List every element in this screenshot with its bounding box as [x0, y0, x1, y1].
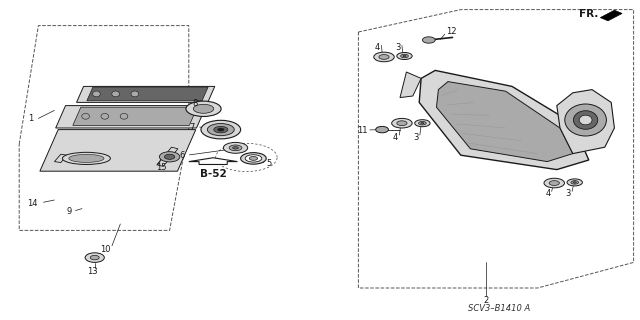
Ellipse shape: [233, 147, 238, 149]
Circle shape: [159, 152, 180, 162]
Circle shape: [85, 253, 104, 262]
Polygon shape: [87, 87, 208, 101]
Ellipse shape: [579, 115, 592, 125]
Text: 3: 3: [566, 189, 571, 198]
Circle shape: [422, 37, 435, 43]
Ellipse shape: [421, 122, 424, 124]
Polygon shape: [400, 72, 421, 98]
Ellipse shape: [241, 153, 266, 164]
Polygon shape: [73, 107, 197, 125]
Polygon shape: [54, 154, 67, 163]
Polygon shape: [77, 86, 215, 102]
Polygon shape: [40, 130, 196, 171]
Circle shape: [90, 255, 99, 260]
Text: 12: 12: [446, 28, 456, 36]
Ellipse shape: [397, 52, 412, 60]
Ellipse shape: [397, 121, 407, 126]
Text: 15: 15: [156, 164, 166, 172]
Ellipse shape: [415, 120, 430, 127]
Ellipse shape: [250, 156, 258, 160]
Polygon shape: [436, 82, 573, 162]
Circle shape: [376, 126, 388, 133]
Text: 4: 4: [545, 189, 550, 198]
Ellipse shape: [245, 155, 262, 162]
Text: 9: 9: [67, 207, 72, 216]
Ellipse shape: [401, 54, 408, 58]
Ellipse shape: [549, 180, 559, 185]
Ellipse shape: [82, 113, 90, 119]
Ellipse shape: [101, 113, 109, 119]
Ellipse shape: [374, 52, 394, 62]
Polygon shape: [419, 70, 589, 170]
Text: 3: 3: [396, 44, 401, 52]
Ellipse shape: [93, 91, 100, 97]
Polygon shape: [157, 147, 178, 166]
Text: 3: 3: [413, 133, 419, 142]
Ellipse shape: [403, 55, 406, 57]
Text: FR.: FR.: [579, 9, 598, 20]
Text: 7: 7: [189, 124, 195, 132]
Text: 4: 4: [393, 133, 398, 142]
Text: 5: 5: [266, 159, 271, 168]
Text: 14: 14: [27, 199, 37, 208]
Polygon shape: [557, 90, 614, 154]
Text: SCV3–B1410 A: SCV3–B1410 A: [468, 304, 531, 313]
Ellipse shape: [207, 124, 234, 136]
Ellipse shape: [229, 145, 242, 151]
Circle shape: [164, 154, 175, 159]
Text: 11: 11: [357, 126, 367, 135]
Ellipse shape: [63, 152, 111, 164]
Ellipse shape: [392, 118, 412, 128]
Ellipse shape: [218, 128, 224, 131]
Ellipse shape: [201, 120, 241, 139]
Text: 2: 2: [484, 296, 489, 305]
Ellipse shape: [214, 126, 228, 133]
Ellipse shape: [544, 178, 564, 188]
Text: 13: 13: [88, 267, 98, 276]
Ellipse shape: [571, 180, 579, 184]
Polygon shape: [56, 106, 206, 128]
Text: 10: 10: [100, 245, 111, 254]
Ellipse shape: [223, 142, 248, 153]
Ellipse shape: [565, 104, 607, 136]
Ellipse shape: [69, 155, 104, 163]
Polygon shape: [600, 10, 622, 21]
Text: 4: 4: [375, 44, 380, 52]
Ellipse shape: [573, 111, 598, 129]
Text: 8: 8: [193, 99, 198, 108]
Ellipse shape: [419, 121, 426, 125]
Ellipse shape: [573, 181, 577, 183]
Ellipse shape: [131, 91, 139, 97]
Text: 1: 1: [28, 114, 33, 123]
Ellipse shape: [379, 55, 389, 60]
Ellipse shape: [120, 113, 128, 119]
Ellipse shape: [193, 104, 214, 113]
Text: 6: 6: [180, 151, 185, 160]
Ellipse shape: [186, 101, 221, 116]
Ellipse shape: [567, 179, 582, 186]
Ellipse shape: [112, 91, 120, 97]
Polygon shape: [189, 158, 237, 164]
Text: B-52: B-52: [200, 169, 227, 180]
